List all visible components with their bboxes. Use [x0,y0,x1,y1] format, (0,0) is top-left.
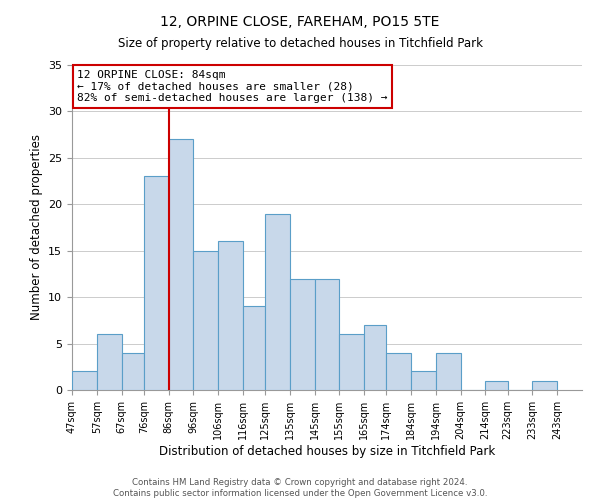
Bar [265,214,290,390]
Bar [169,140,193,390]
Bar [532,380,557,390]
Bar [485,380,508,390]
Bar [290,278,314,390]
Bar [243,306,265,390]
Bar [144,176,169,390]
Bar [122,353,144,390]
Y-axis label: Number of detached properties: Number of detached properties [29,134,43,320]
Bar [436,353,461,390]
Text: Size of property relative to detached houses in Titchfield Park: Size of property relative to detached ho… [118,38,482,51]
Bar [218,242,243,390]
Text: 12 ORPINE CLOSE: 84sqm
← 17% of detached houses are smaller (28)
82% of semi-det: 12 ORPINE CLOSE: 84sqm ← 17% of detached… [77,70,388,103]
Bar [386,353,411,390]
Bar [411,372,436,390]
Bar [72,372,97,390]
Bar [193,250,218,390]
Bar [314,278,340,390]
Bar [364,325,386,390]
X-axis label: Distribution of detached houses by size in Titchfield Park: Distribution of detached houses by size … [159,444,495,458]
Text: 12, ORPINE CLOSE, FAREHAM, PO15 5TE: 12, ORPINE CLOSE, FAREHAM, PO15 5TE [160,15,440,29]
Bar [97,334,122,390]
Bar [340,334,364,390]
Text: Contains HM Land Registry data © Crown copyright and database right 2024.
Contai: Contains HM Land Registry data © Crown c… [113,478,487,498]
